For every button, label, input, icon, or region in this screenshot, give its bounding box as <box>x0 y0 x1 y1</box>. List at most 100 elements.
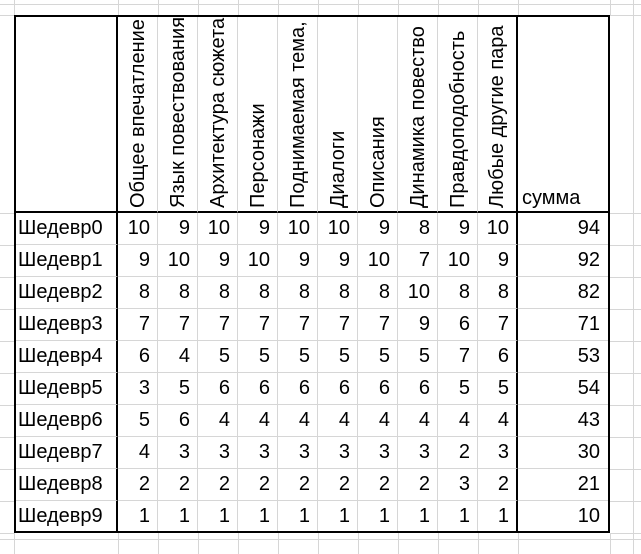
criterion-header-cell[interactable]: Поднимаемая тема, <box>278 15 318 213</box>
score-cell[interactable]: 1 <box>438 501 478 533</box>
sum-header-cell[interactable]: сумма <box>518 15 610 213</box>
score-cell[interactable]: 6 <box>278 373 318 405</box>
score-cell[interactable]: 1 <box>278 501 318 533</box>
row-label-cell[interactable]: Шедевр7 <box>14 437 118 469</box>
score-cell[interactable]: 4 <box>278 405 318 437</box>
criterion-header-cell[interactable]: Архитектура сюжета <box>198 15 238 213</box>
score-cell[interactable]: 6 <box>318 373 358 405</box>
score-cell[interactable]: 1 <box>238 501 278 533</box>
score-cell[interactable]: 8 <box>118 277 158 309</box>
score-cell[interactable]: 6 <box>358 373 398 405</box>
score-cell[interactable]: 3 <box>158 437 198 469</box>
row-label-cell[interactable]: Шедевр3 <box>14 309 118 341</box>
score-cell[interactable]: 10 <box>278 213 318 245</box>
score-cell[interactable]: 1 <box>398 501 438 533</box>
score-cell[interactable]: 6 <box>198 373 238 405</box>
score-cell[interactable]: 7 <box>398 245 438 277</box>
corner-cell[interactable] <box>14 15 118 213</box>
score-cell[interactable]: 7 <box>478 309 518 341</box>
score-cell[interactable]: 8 <box>438 277 478 309</box>
score-cell[interactable]: 8 <box>158 277 198 309</box>
score-cell[interactable]: 2 <box>398 469 438 501</box>
score-cell[interactable]: 3 <box>318 437 358 469</box>
score-cell[interactable]: 5 <box>318 341 358 373</box>
score-cell[interactable]: 8 <box>238 277 278 309</box>
score-cell[interactable]: 3 <box>118 373 158 405</box>
score-cell[interactable]: 3 <box>198 437 238 469</box>
score-cell[interactable]: 6 <box>238 373 278 405</box>
score-cell[interactable]: 9 <box>478 245 518 277</box>
row-label-cell[interactable]: Шедевр9 <box>14 501 118 533</box>
score-cell[interactable]: 2 <box>238 469 278 501</box>
score-cell[interactable]: 1 <box>318 501 358 533</box>
score-cell[interactable]: 6 <box>118 341 158 373</box>
sum-cell[interactable]: 71 <box>518 309 610 341</box>
score-cell[interactable]: 2 <box>318 469 358 501</box>
score-cell[interactable]: 4 <box>158 341 198 373</box>
sum-cell[interactable]: 82 <box>518 277 610 309</box>
score-cell[interactable]: 4 <box>358 405 398 437</box>
score-cell[interactable]: 7 <box>278 309 318 341</box>
score-cell[interactable]: 9 <box>278 245 318 277</box>
criterion-header-cell[interactable]: Диалоги <box>318 15 358 213</box>
score-cell[interactable]: 6 <box>478 341 518 373</box>
score-cell[interactable]: 5 <box>438 373 478 405</box>
score-cell[interactable]: 8 <box>358 277 398 309</box>
score-cell[interactable]: 5 <box>198 341 238 373</box>
criterion-header-cell[interactable]: Правдоподобность <box>438 15 478 213</box>
sum-cell[interactable]: 30 <box>518 437 610 469</box>
score-cell[interactable]: 3 <box>358 437 398 469</box>
score-cell[interactable]: 9 <box>118 245 158 277</box>
row-label-cell[interactable]: Шедевр1 <box>14 245 118 277</box>
row-label-cell[interactable]: Шедевр4 <box>14 341 118 373</box>
score-cell[interactable]: 10 <box>438 245 478 277</box>
score-cell[interactable]: 2 <box>438 437 478 469</box>
score-cell[interactable]: 3 <box>398 437 438 469</box>
score-cell[interactable]: 1 <box>358 501 398 533</box>
score-cell[interactable]: 7 <box>358 309 398 341</box>
score-cell[interactable]: 9 <box>398 309 438 341</box>
criterion-header-cell[interactable]: Динамика повество <box>398 15 438 213</box>
score-cell[interactable]: 1 <box>478 501 518 533</box>
row-label-cell[interactable]: Шедевр0 <box>14 213 118 245</box>
score-cell[interactable]: 5 <box>118 405 158 437</box>
score-cell[interactable]: 5 <box>278 341 318 373</box>
score-cell[interactable]: 2 <box>158 469 198 501</box>
row-label-cell[interactable]: Шедевр6 <box>14 405 118 437</box>
score-cell[interactable]: 8 <box>278 277 318 309</box>
score-cell[interactable]: 5 <box>478 373 518 405</box>
score-cell[interactable]: 10 <box>358 245 398 277</box>
score-cell[interactable]: 3 <box>478 437 518 469</box>
score-cell[interactable]: 5 <box>158 373 198 405</box>
score-cell[interactable]: 2 <box>358 469 398 501</box>
score-cell[interactable]: 10 <box>158 245 198 277</box>
score-cell[interactable]: 9 <box>358 213 398 245</box>
sum-cell[interactable]: 92 <box>518 245 610 277</box>
sum-cell[interactable]: 54 <box>518 373 610 405</box>
score-cell[interactable]: 7 <box>438 341 478 373</box>
score-cell[interactable]: 4 <box>438 405 478 437</box>
criterion-header-cell[interactable]: Описания <box>358 15 398 213</box>
score-cell[interactable]: 4 <box>398 405 438 437</box>
score-cell[interactable]: 9 <box>318 245 358 277</box>
score-cell[interactable]: 10 <box>318 213 358 245</box>
criterion-header-cell[interactable]: Язык повествования <box>158 15 198 213</box>
score-cell[interactable]: 8 <box>478 277 518 309</box>
score-cell[interactable]: 2 <box>198 469 238 501</box>
score-cell[interactable]: 7 <box>318 309 358 341</box>
sum-cell[interactable]: 43 <box>518 405 610 437</box>
score-cell[interactable]: 4 <box>478 405 518 437</box>
row-label-cell[interactable]: Шедевр5 <box>14 373 118 405</box>
score-cell[interactable]: 3 <box>438 469 478 501</box>
sum-cell[interactable]: 94 <box>518 213 610 245</box>
criterion-header-cell[interactable]: Любые другие пара <box>478 15 518 213</box>
score-cell[interactable]: 6 <box>158 405 198 437</box>
score-cell[interactable]: 4 <box>118 437 158 469</box>
score-cell[interactable]: 7 <box>198 309 238 341</box>
score-cell[interactable]: 9 <box>198 245 238 277</box>
score-cell[interactable]: 2 <box>278 469 318 501</box>
score-cell[interactable]: 5 <box>238 341 278 373</box>
score-cell[interactable]: 4 <box>238 405 278 437</box>
score-cell[interactable]: 10 <box>238 245 278 277</box>
score-cell[interactable]: 2 <box>118 469 158 501</box>
